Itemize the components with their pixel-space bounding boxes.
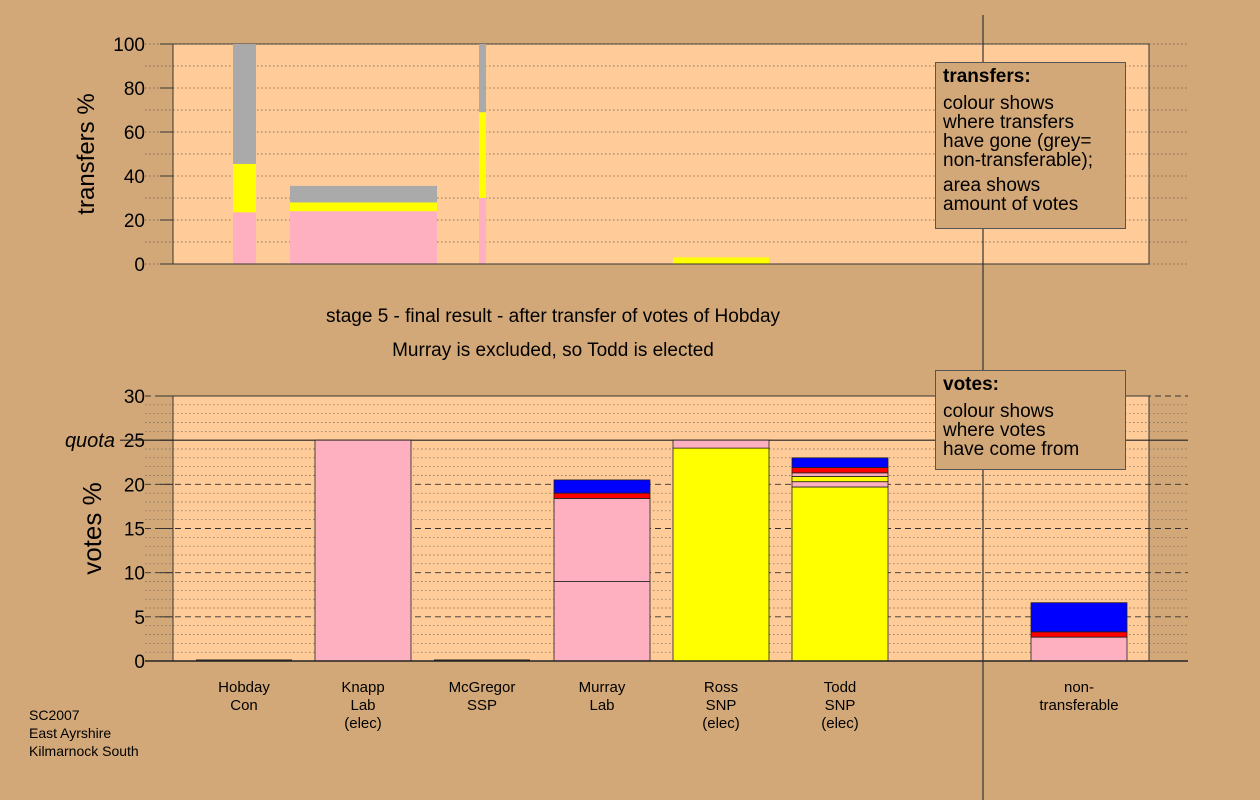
votes-tick-label: 30 [124,387,145,408]
transfer-segment-ross-snp [673,257,769,264]
transfer-segment-mcgregor-snp [479,112,486,198]
quota-label: quota [65,430,115,452]
category-label: (elec) [344,715,382,732]
vote-segment-snp [791,475,889,483]
transfer-segment-murray-lab [290,211,437,264]
votes-tick-label: 25 [124,431,145,452]
election-source: SC2007 East Ayrshire Kilmarnock South [29,706,139,760]
category-label: Con [230,697,258,714]
result-caption: Murray is excluded, so Todd is elected [392,340,714,361]
transfers-legend-line: where transfers [943,112,1074,133]
vote-segment-ssp [553,492,651,499]
category-label: SNP [825,697,856,714]
category-label: (elec) [702,715,740,732]
transfer-segment-murray-snp [290,202,437,212]
vote-segment-snp [791,486,889,662]
transfers-legend-line: have gone (grey= [943,131,1092,152]
transfers-legend: transfers: colour shows where transfers … [935,62,1126,229]
votes-legend-heading: votes: [943,374,999,395]
votes-tick-label: 0 [134,652,145,673]
category-label: Murray [579,679,626,696]
transfers-legend-heading: transfers: [943,66,1031,87]
vote-segment-ssp [791,467,889,474]
category-label: non- [1064,679,1094,696]
transfer-segment-mcgregor-lab [479,198,486,264]
category-label: McGregor [449,679,516,696]
vote-segment-lab [791,472,889,477]
vote-segment-lab [553,498,651,582]
vote-segment-con [791,457,889,468]
vote-bar-empty [434,659,530,661]
category-label: Todd [824,679,857,696]
category-label: transferable [1039,697,1118,714]
source-line: East Ayrshire [29,725,112,741]
transfer-segment-knapp-lab [233,212,256,264]
transfers-legend-line: area shows [943,175,1041,196]
transfers-tick-label: 0 [134,255,145,276]
transfers-tick-label: 60 [124,123,145,144]
vote-segment-con [553,479,651,494]
transfers-tick-label: 20 [124,211,145,232]
votes-legend: votes: colour shows where votes have com… [935,370,1126,470]
transfers-tick-label: 80 [124,79,145,100]
vote-segment-lab [314,439,412,662]
category-label: Lab [589,697,614,714]
transfer-segment-knapp-snp [233,163,256,213]
vote-segment-lab [672,439,770,449]
source-line: SC2007 [29,707,80,723]
source-line: Kilmarnock South [29,743,139,759]
transfers-legend-line: amount of votes [943,194,1079,215]
votes-axis-label: votes % [77,482,107,575]
votes-tick-label: 15 [124,520,145,541]
vote-segment-lab [553,581,651,662]
category-label: Ross [704,679,738,696]
vote-segment-con [1030,602,1128,633]
transfers-tick-label: 40 [124,167,145,188]
category-label: Knapp [341,679,384,696]
votes-legend-line: where votes [943,420,1046,441]
transfer-segment-murray-nontransferable [290,185,437,203]
vote-segment-lab [1030,636,1128,662]
category-label: Lab [350,697,375,714]
vote-bar-empty [196,659,292,661]
transfer-segment-mcgregor-nontransferable [479,44,486,113]
stage-caption: stage 5 - final result - after transfer … [325,306,781,327]
transfers-legend-line: non-transferable); [943,150,1093,171]
votes-tick-label: 20 [124,475,145,496]
category-label: Hobday [218,679,270,696]
transfer-segment-knapp-nontransferable [233,44,256,164]
transfers-legend-line: colour shows [943,93,1054,114]
transfers-tick-label: 100 [113,35,145,56]
vote-segment-ssp [1030,631,1128,638]
votes-tick-label: 5 [134,608,145,629]
votes-tick-label: 10 [124,564,145,585]
vote-segment-lab [791,481,889,488]
votes-legend-line: have come from [943,439,1080,460]
vote-segment-snp [672,447,770,662]
category-label: (elec) [821,715,859,732]
category-label: SSP [467,697,497,714]
transfers-axis-label: transfers % [73,93,100,214]
votes-legend-line: colour shows [943,401,1054,422]
category-label: SNP [706,697,737,714]
